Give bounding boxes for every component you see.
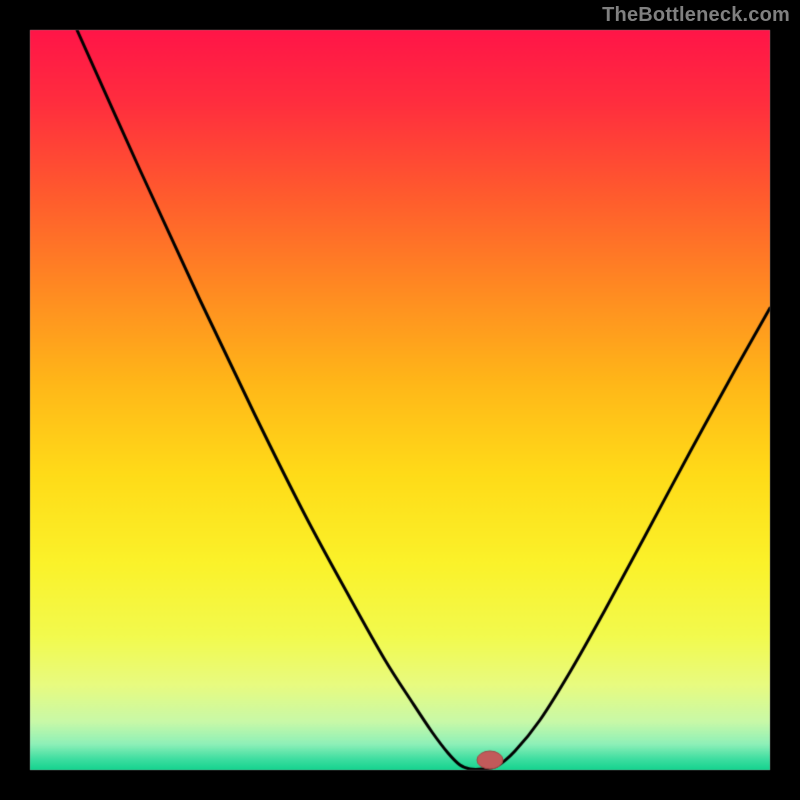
frame-canvas bbox=[0, 0, 800, 800]
chart-stage: TheBottleneck.com bbox=[0, 0, 800, 800]
watermark-label: TheBottleneck.com bbox=[602, 4, 790, 27]
